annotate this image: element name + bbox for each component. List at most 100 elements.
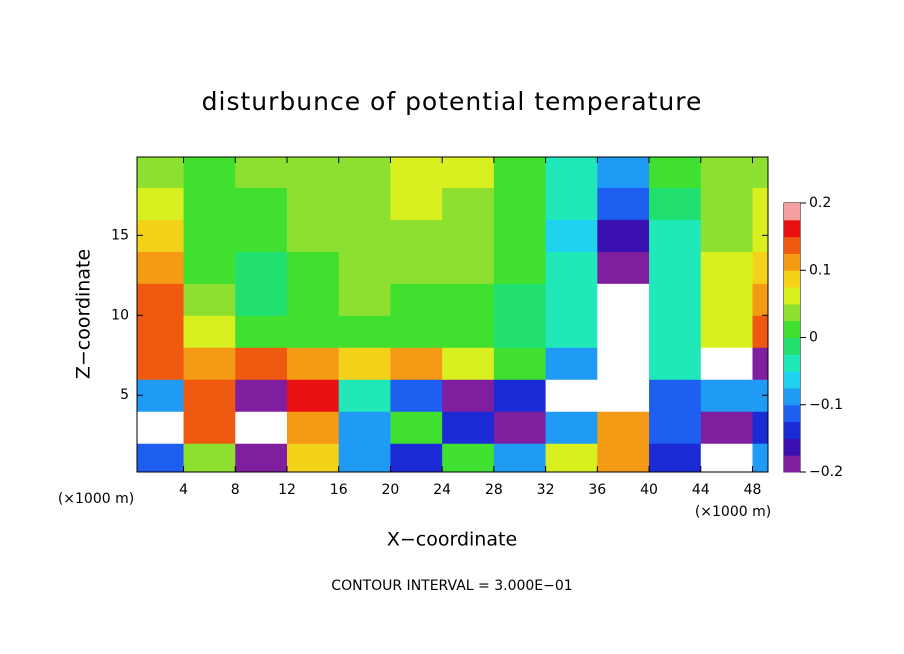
x-tick-label: 20 [382, 482, 400, 498]
cell [183, 315, 236, 348]
cell [442, 411, 495, 444]
cell [700, 187, 753, 220]
cell [545, 283, 598, 316]
cell [752, 251, 768, 284]
cell [597, 157, 650, 188]
cell [338, 283, 391, 316]
cell [235, 411, 288, 444]
cell [137, 347, 185, 380]
cell [183, 283, 236, 316]
colorbar-band [784, 303, 800, 322]
x-unit: (×1000 m) [58, 491, 134, 507]
colorbar-band [784, 236, 800, 254]
cell [700, 379, 753, 412]
cell [752, 187, 768, 220]
cell [137, 157, 185, 188]
cell [545, 251, 598, 284]
cell [390, 219, 443, 252]
x-tick-label: 36 [588, 482, 606, 498]
cell [700, 283, 753, 316]
x-tick-label: 48 [744, 482, 762, 498]
colorbar-band [784, 371, 800, 389]
cell [183, 157, 236, 188]
cell [286, 315, 340, 348]
x-tick-label: 24 [433, 482, 451, 498]
cell [493, 347, 547, 380]
cell [545, 443, 598, 472]
cell [752, 315, 768, 348]
cell [137, 315, 185, 348]
cell [390, 443, 443, 472]
y-tick-label: 15 [111, 227, 129, 243]
cell [752, 219, 768, 252]
colorbar-band [784, 421, 800, 439]
cell [235, 347, 288, 380]
cell [649, 315, 702, 348]
cell [235, 379, 288, 412]
cell [286, 379, 340, 412]
cell [545, 379, 598, 412]
colorbar-tick-label: 0 [809, 330, 818, 346]
colorbar-tick-label: 0.2 [809, 195, 831, 211]
colorbar-band [784, 354, 800, 372]
colorbar-band [784, 253, 800, 271]
cell [649, 157, 702, 188]
cell [137, 411, 185, 444]
cell [286, 219, 340, 252]
colorbar-band [784, 287, 800, 305]
cell [700, 411, 753, 444]
cell [545, 157, 598, 188]
cell [752, 411, 768, 444]
colorbar-band [784, 387, 800, 406]
colorbar-band [784, 320, 800, 338]
cell [183, 251, 236, 284]
cell [649, 347, 702, 380]
cell [390, 315, 443, 348]
cell [137, 443, 185, 472]
cell [597, 411, 650, 444]
cell [338, 443, 391, 472]
colorbar-band [784, 203, 800, 221]
x-tick-label: 16 [330, 482, 348, 498]
cell [183, 443, 236, 472]
cell [235, 283, 288, 316]
cell [442, 283, 495, 316]
cell [752, 443, 768, 472]
cell [649, 411, 702, 444]
cell [390, 251, 443, 284]
cell [390, 379, 443, 412]
cell [545, 347, 598, 380]
cell [442, 443, 495, 472]
cell [235, 157, 288, 188]
cell [700, 443, 753, 472]
cell [649, 443, 702, 472]
cell [442, 251, 495, 284]
cell [338, 157, 391, 188]
cell [700, 315, 753, 348]
cell [597, 347, 650, 380]
cell [390, 283, 443, 316]
cell [390, 411, 443, 444]
cell [137, 251, 185, 284]
cell [235, 443, 288, 472]
cell [545, 315, 598, 348]
cell [338, 315, 391, 348]
cell [752, 347, 768, 380]
cell [235, 315, 288, 348]
cell [183, 411, 236, 444]
cell [390, 187, 443, 220]
cell [700, 219, 753, 252]
cell [700, 251, 753, 284]
colorbar-band [784, 270, 800, 288]
cell [493, 251, 547, 284]
cell [183, 347, 236, 380]
annotation: CONTOUR INTERVAL = 3.000E−01 [331, 578, 572, 594]
colorbar-band [784, 337, 800, 355]
cell [183, 219, 236, 252]
cell [597, 251, 650, 284]
cell [597, 379, 650, 412]
cell [700, 347, 753, 380]
cell [493, 443, 547, 472]
cell [442, 219, 495, 252]
